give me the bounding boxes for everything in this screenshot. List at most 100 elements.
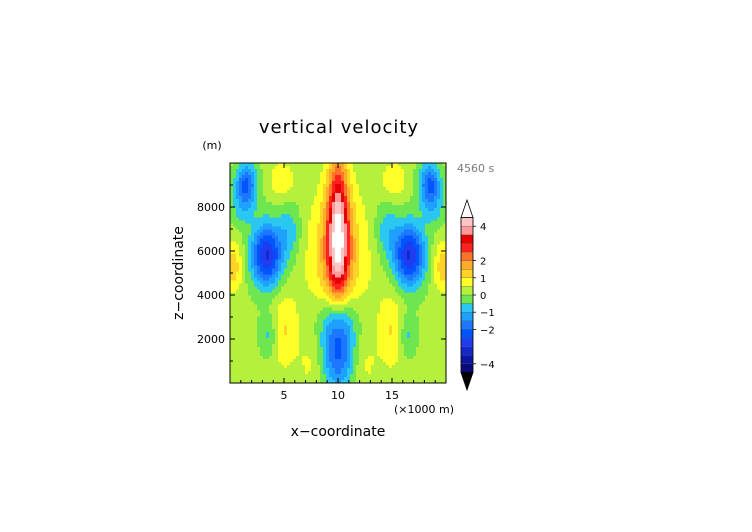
- field-cell: [272, 238, 276, 242]
- field-cell: [245, 205, 249, 209]
- field-cell: [392, 322, 396, 327]
- field-cell: [344, 220, 348, 224]
- field-cell: [371, 322, 375, 327]
- field-cell: [389, 361, 393, 366]
- field-cell: [278, 286, 282, 290]
- field-cell: [320, 304, 324, 309]
- field-cell: [413, 163, 417, 167]
- field-cell: [347, 208, 351, 212]
- field-cell: [290, 361, 294, 366]
- field-cell: [419, 229, 423, 233]
- field-cell: [305, 325, 309, 330]
- field-cell: [395, 193, 399, 197]
- field-cell: [443, 226, 447, 230]
- field-cell: [329, 337, 333, 342]
- field-cell: [398, 205, 402, 209]
- field-cell: [335, 325, 339, 330]
- field-cell: [236, 289, 240, 293]
- field-cell: [353, 250, 357, 254]
- field-cell: [365, 265, 369, 269]
- field-cell: [416, 232, 420, 236]
- field-cell: [290, 235, 294, 239]
- field-cell: [269, 358, 273, 363]
- field-cell: [287, 292, 291, 296]
- field-cell: [248, 307, 252, 312]
- field-cell: [362, 304, 366, 309]
- field-cell: [386, 178, 390, 182]
- field-cell: [317, 166, 321, 170]
- field-cell: [275, 331, 279, 336]
- field-cell: [266, 346, 270, 351]
- field-cell: [320, 316, 324, 321]
- field-cell: [383, 178, 387, 182]
- field-cell: [326, 325, 330, 330]
- field-cell: [314, 241, 318, 245]
- field-cell: [440, 358, 444, 363]
- field-cell: [362, 355, 366, 360]
- field-cell: [371, 199, 375, 203]
- field-cell: [317, 340, 321, 345]
- field-cell: [251, 232, 255, 236]
- field-cell: [329, 166, 333, 170]
- field-cell: [287, 301, 291, 306]
- field-cell: [425, 349, 429, 354]
- field-cell: [329, 262, 333, 266]
- field-cell: [269, 268, 273, 272]
- field-cell: [362, 334, 366, 339]
- field-cell: [323, 181, 327, 185]
- field-cell: [344, 355, 348, 360]
- field-cell: [347, 313, 351, 318]
- field-cell: [416, 343, 420, 348]
- field-cell: [260, 337, 264, 342]
- field-cell: [272, 244, 276, 248]
- field-cell: [368, 271, 372, 275]
- field-cell: [281, 361, 285, 366]
- field-cell: [335, 352, 339, 357]
- field-cell: [347, 367, 351, 372]
- field-cell: [434, 319, 438, 324]
- field-cell: [425, 229, 429, 233]
- field-cell: [431, 334, 435, 339]
- field-cell: [398, 325, 402, 330]
- field-cell: [257, 286, 261, 290]
- field-cell: [233, 250, 237, 254]
- field-cell: [425, 307, 429, 312]
- field-cell: [356, 190, 360, 194]
- field-cell: [335, 316, 339, 321]
- field-cell: [332, 163, 336, 167]
- field-cell: [407, 262, 411, 266]
- field-cell: [275, 283, 279, 287]
- field-cell: [443, 175, 447, 179]
- field-cell: [332, 265, 336, 269]
- field-cell: [413, 352, 417, 357]
- field-cell: [314, 301, 318, 306]
- field-cell: [281, 181, 285, 185]
- field-cell: [326, 250, 330, 254]
- field-cell: [434, 313, 438, 318]
- field-cell: [437, 292, 441, 296]
- field-cell: [353, 235, 357, 239]
- field-cell: [320, 187, 324, 191]
- field-cell: [353, 319, 357, 324]
- field-cell: [341, 346, 345, 351]
- field-cell: [347, 241, 351, 245]
- field-cell: [350, 217, 354, 221]
- field-cell: [341, 298, 345, 303]
- field-cell: [407, 316, 411, 321]
- field-cell: [368, 286, 372, 290]
- field-cell: [242, 280, 246, 284]
- field-cell: [440, 214, 444, 218]
- field-cell: [338, 205, 342, 209]
- field-cell: [392, 241, 396, 245]
- field-cell: [428, 229, 432, 233]
- field-cell: [311, 343, 315, 348]
- field-cell: [404, 256, 408, 260]
- field-cell: [425, 163, 429, 167]
- field-cell: [395, 343, 399, 348]
- field-cell: [356, 205, 360, 209]
- field-cell: [341, 316, 345, 321]
- field-cell: [305, 247, 309, 251]
- field-cell: [305, 286, 309, 290]
- field-cell: [374, 355, 378, 360]
- field-cell: [347, 298, 351, 303]
